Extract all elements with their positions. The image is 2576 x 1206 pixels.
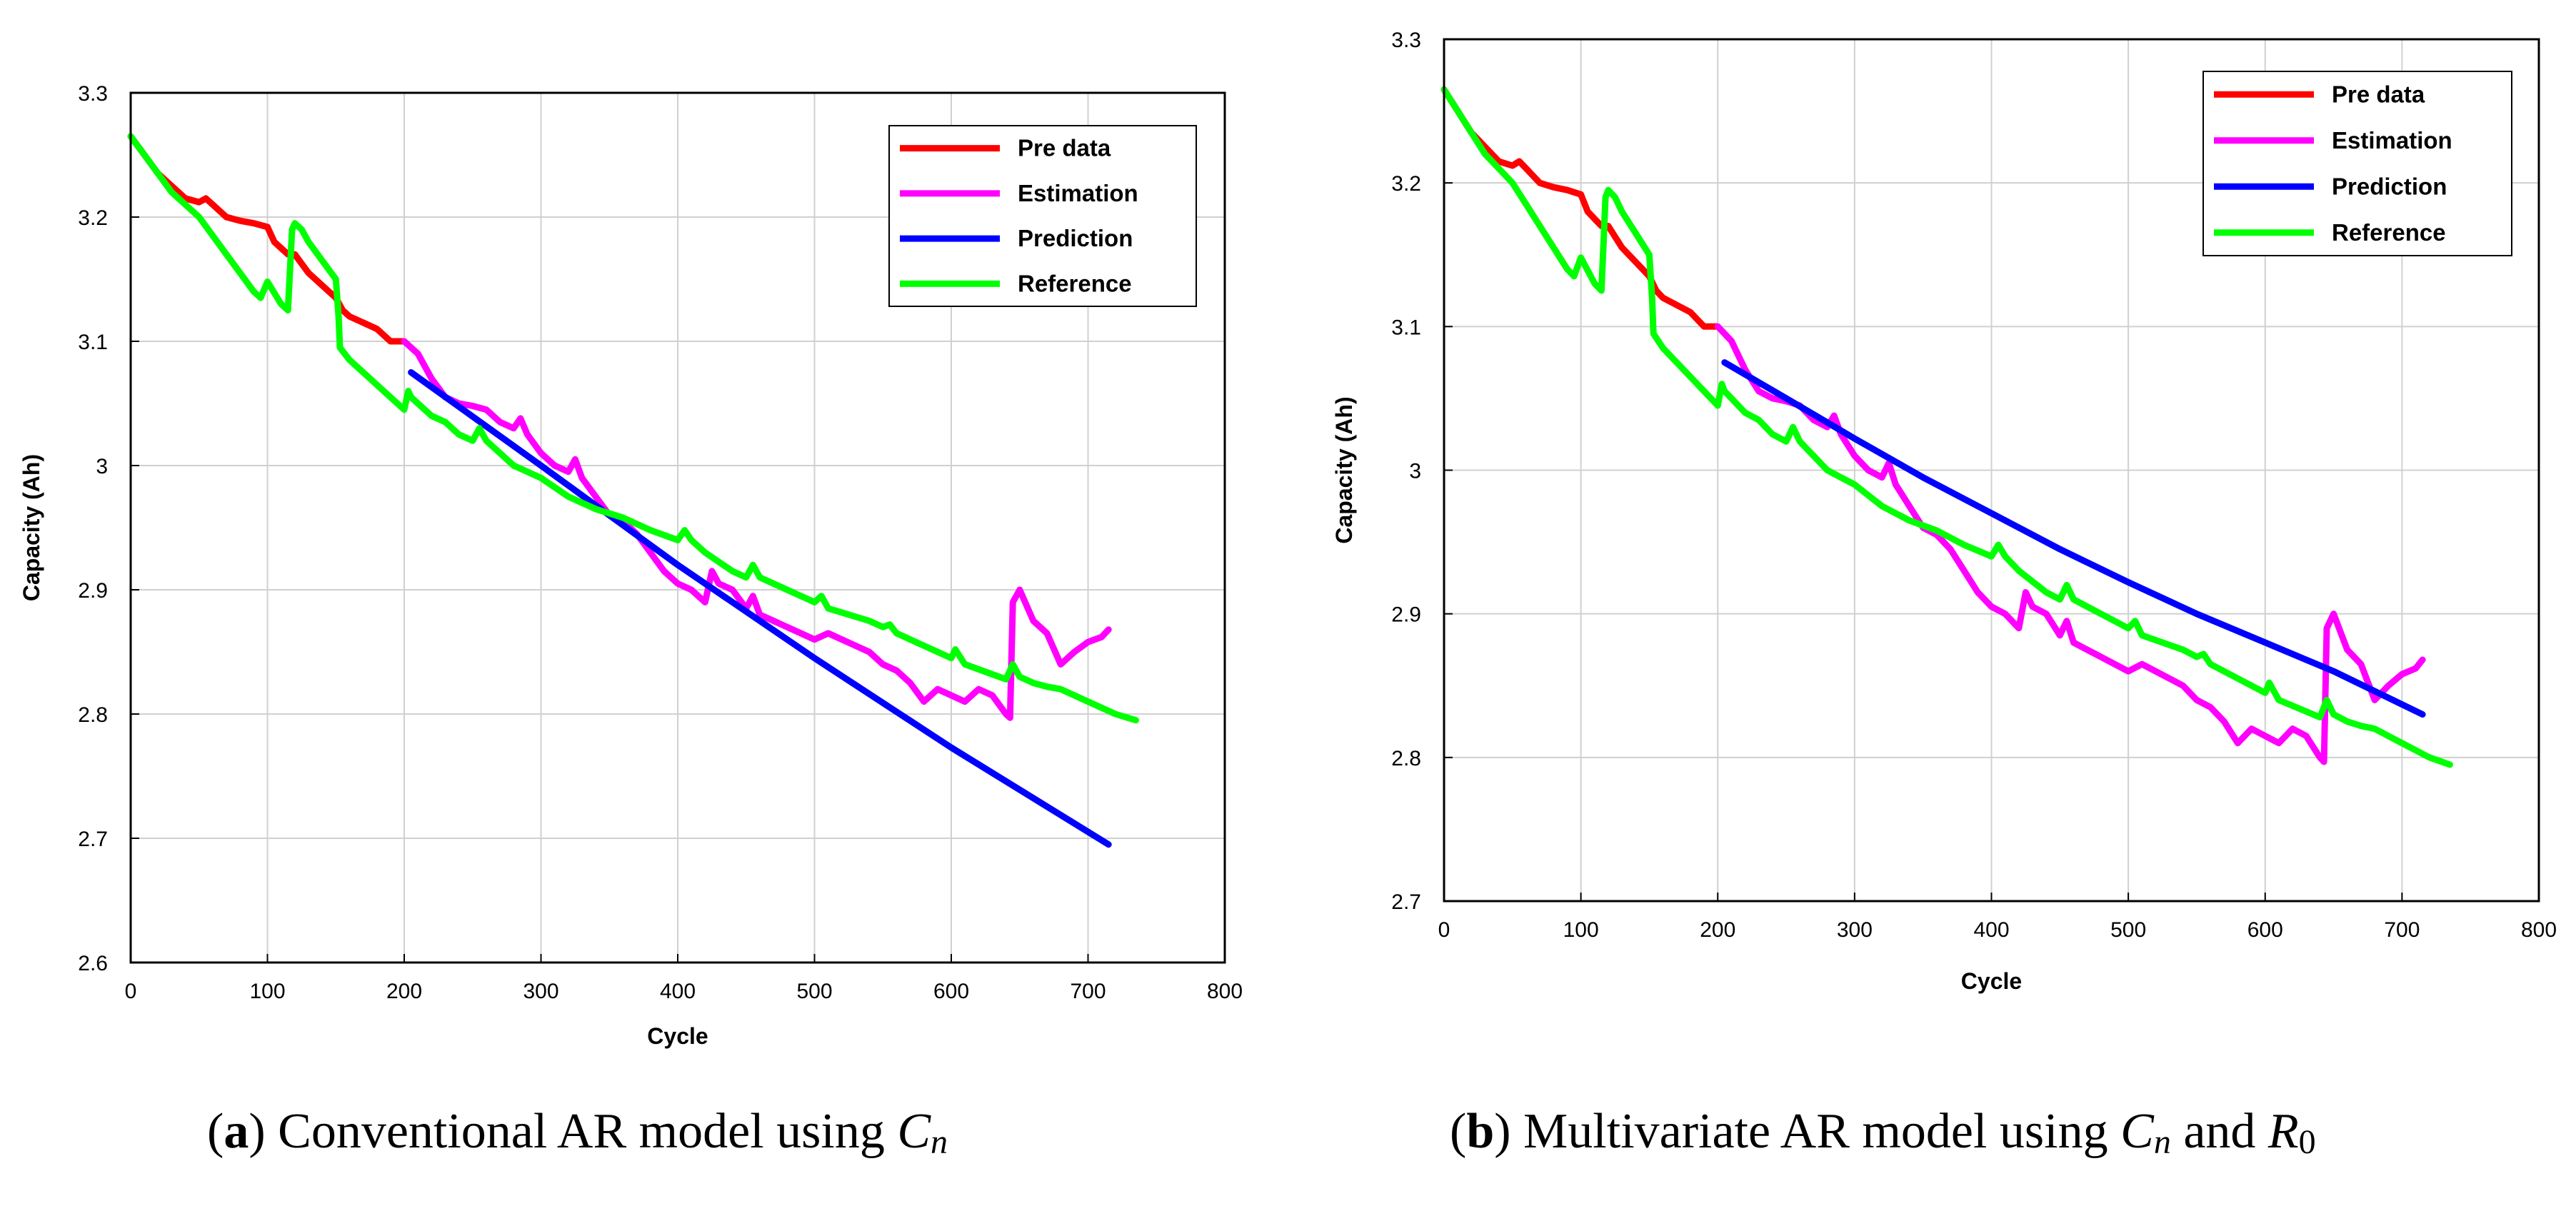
caption-b-sub2: 0 (2298, 1123, 2316, 1161)
series-line-reference (1440, 86, 2453, 768)
caption-b-var2: R (2267, 1104, 2299, 1159)
y-tick-label: 2.9 (78, 579, 108, 603)
x-tick-label: 600 (933, 980, 969, 1003)
caption-a: (a) Conventional AR model using Cn (207, 1103, 948, 1161)
legend-label-prediction: Prediction (1018, 225, 1133, 251)
y-axis-label: Capacity (Ah) (19, 454, 44, 601)
y-tick-label: 2.7 (78, 828, 108, 851)
caption-b: (b) Multivariate AR model using Cn and R… (1450, 1103, 2316, 1161)
caption-b-var1: C (2120, 1104, 2154, 1159)
x-tick-label: 0 (1438, 918, 1450, 942)
series-line-reference (127, 133, 1139, 724)
y-tick-label: 2.6 (78, 952, 108, 975)
caption-b-open: ( (1450, 1104, 1467, 1159)
caption-b-letter: b (1466, 1104, 1495, 1159)
caption-a-text: ) Conventional AR model using (249, 1104, 898, 1159)
legend-label-pre-data: Pre data (1018, 135, 1111, 161)
legend-label-estimation: Estimation (1018, 180, 1138, 206)
x-tick-label: 0 (125, 980, 137, 1003)
x-tick-label: 800 (1207, 980, 1243, 1003)
chart-b: 0 100 200 300 400 500 600 700 800 2.7 2.8 2.9 3 3.1 3.… (1331, 29, 2557, 994)
chart-a: 0 100 200 300 400 500 600 700 800 2.6 2.7 2.8 2.9 3 3.… (19, 82, 1243, 1049)
y-tick-label: 2.8 (78, 703, 108, 727)
y-tick-label: 2.8 (1391, 747, 1421, 770)
x-axis-label: Cycle (1961, 968, 2022, 994)
series-line-pre-data (1440, 86, 1721, 330)
legend-label-reference: Reference (1018, 270, 1132, 296)
y-tick-label: 3 (1409, 460, 1421, 483)
series-line-prediction (408, 369, 1112, 848)
y-tick-label: 2.9 (1391, 603, 1421, 627)
legend-label-estimation: Estimation (2332, 127, 2452, 154)
y-tick-label: 3.1 (1391, 316, 1421, 339)
caption-b-sub1: n (2153, 1123, 2171, 1161)
y-tick-label: 3.1 (78, 331, 108, 354)
caption-a-open: ( (207, 1104, 224, 1159)
caption-a-letter: a (224, 1104, 249, 1159)
caption-b-mid: and (2170, 1104, 2268, 1159)
x-tick-label: 800 (2521, 918, 2557, 942)
x-tick-label: 200 (1700, 918, 1735, 942)
x-tick-label: 100 (249, 980, 285, 1003)
series-line-prediction (1721, 359, 2426, 718)
y-tick-label: 3.3 (1391, 29, 1421, 52)
plot-frame (1443, 38, 2540, 903)
x-axis-label: Cycle (647, 1023, 708, 1049)
x-tick-label: 400 (1973, 918, 2009, 942)
y-tick-label: 3.3 (78, 82, 108, 106)
x-tick-label: 300 (1837, 918, 1873, 942)
plot-frame (129, 91, 1226, 964)
caption-b-text: ) Multivariate AR model using (1494, 1104, 2121, 1159)
caption-a-var1: C (897, 1104, 931, 1159)
x-tick-label: 100 (1563, 918, 1599, 942)
legend-label-pre-data: Pre data (2332, 81, 2425, 107)
x-tick-label: 400 (660, 980, 696, 1003)
y-tick-label: 3.2 (78, 206, 108, 230)
legend-box (888, 125, 1197, 307)
legend-label-prediction: Prediction (2332, 173, 2447, 199)
series-line-estimation (401, 338, 1112, 721)
x-tick-label: 700 (1070, 980, 1106, 1003)
x-tick-label: 500 (796, 980, 832, 1003)
series-line-pre-data (127, 133, 408, 345)
x-tick-label: 200 (386, 980, 422, 1003)
x-tick-label: 300 (523, 980, 558, 1003)
y-tick-label: 3.2 (1391, 172, 1421, 196)
legend-label-reference: Reference (2332, 219, 2446, 246)
y-tick-label: 3 (96, 455, 108, 478)
x-tick-label: 500 (2110, 918, 2146, 942)
x-tick-label: 600 (2247, 918, 2283, 942)
legend-box (2202, 71, 2512, 256)
caption-a-sub1: n (931, 1123, 948, 1161)
y-axis-label: Capacity (Ah) (1331, 396, 1357, 543)
y-tick-label: 2.7 (1391, 890, 1421, 914)
x-tick-label: 700 (2384, 918, 2420, 942)
